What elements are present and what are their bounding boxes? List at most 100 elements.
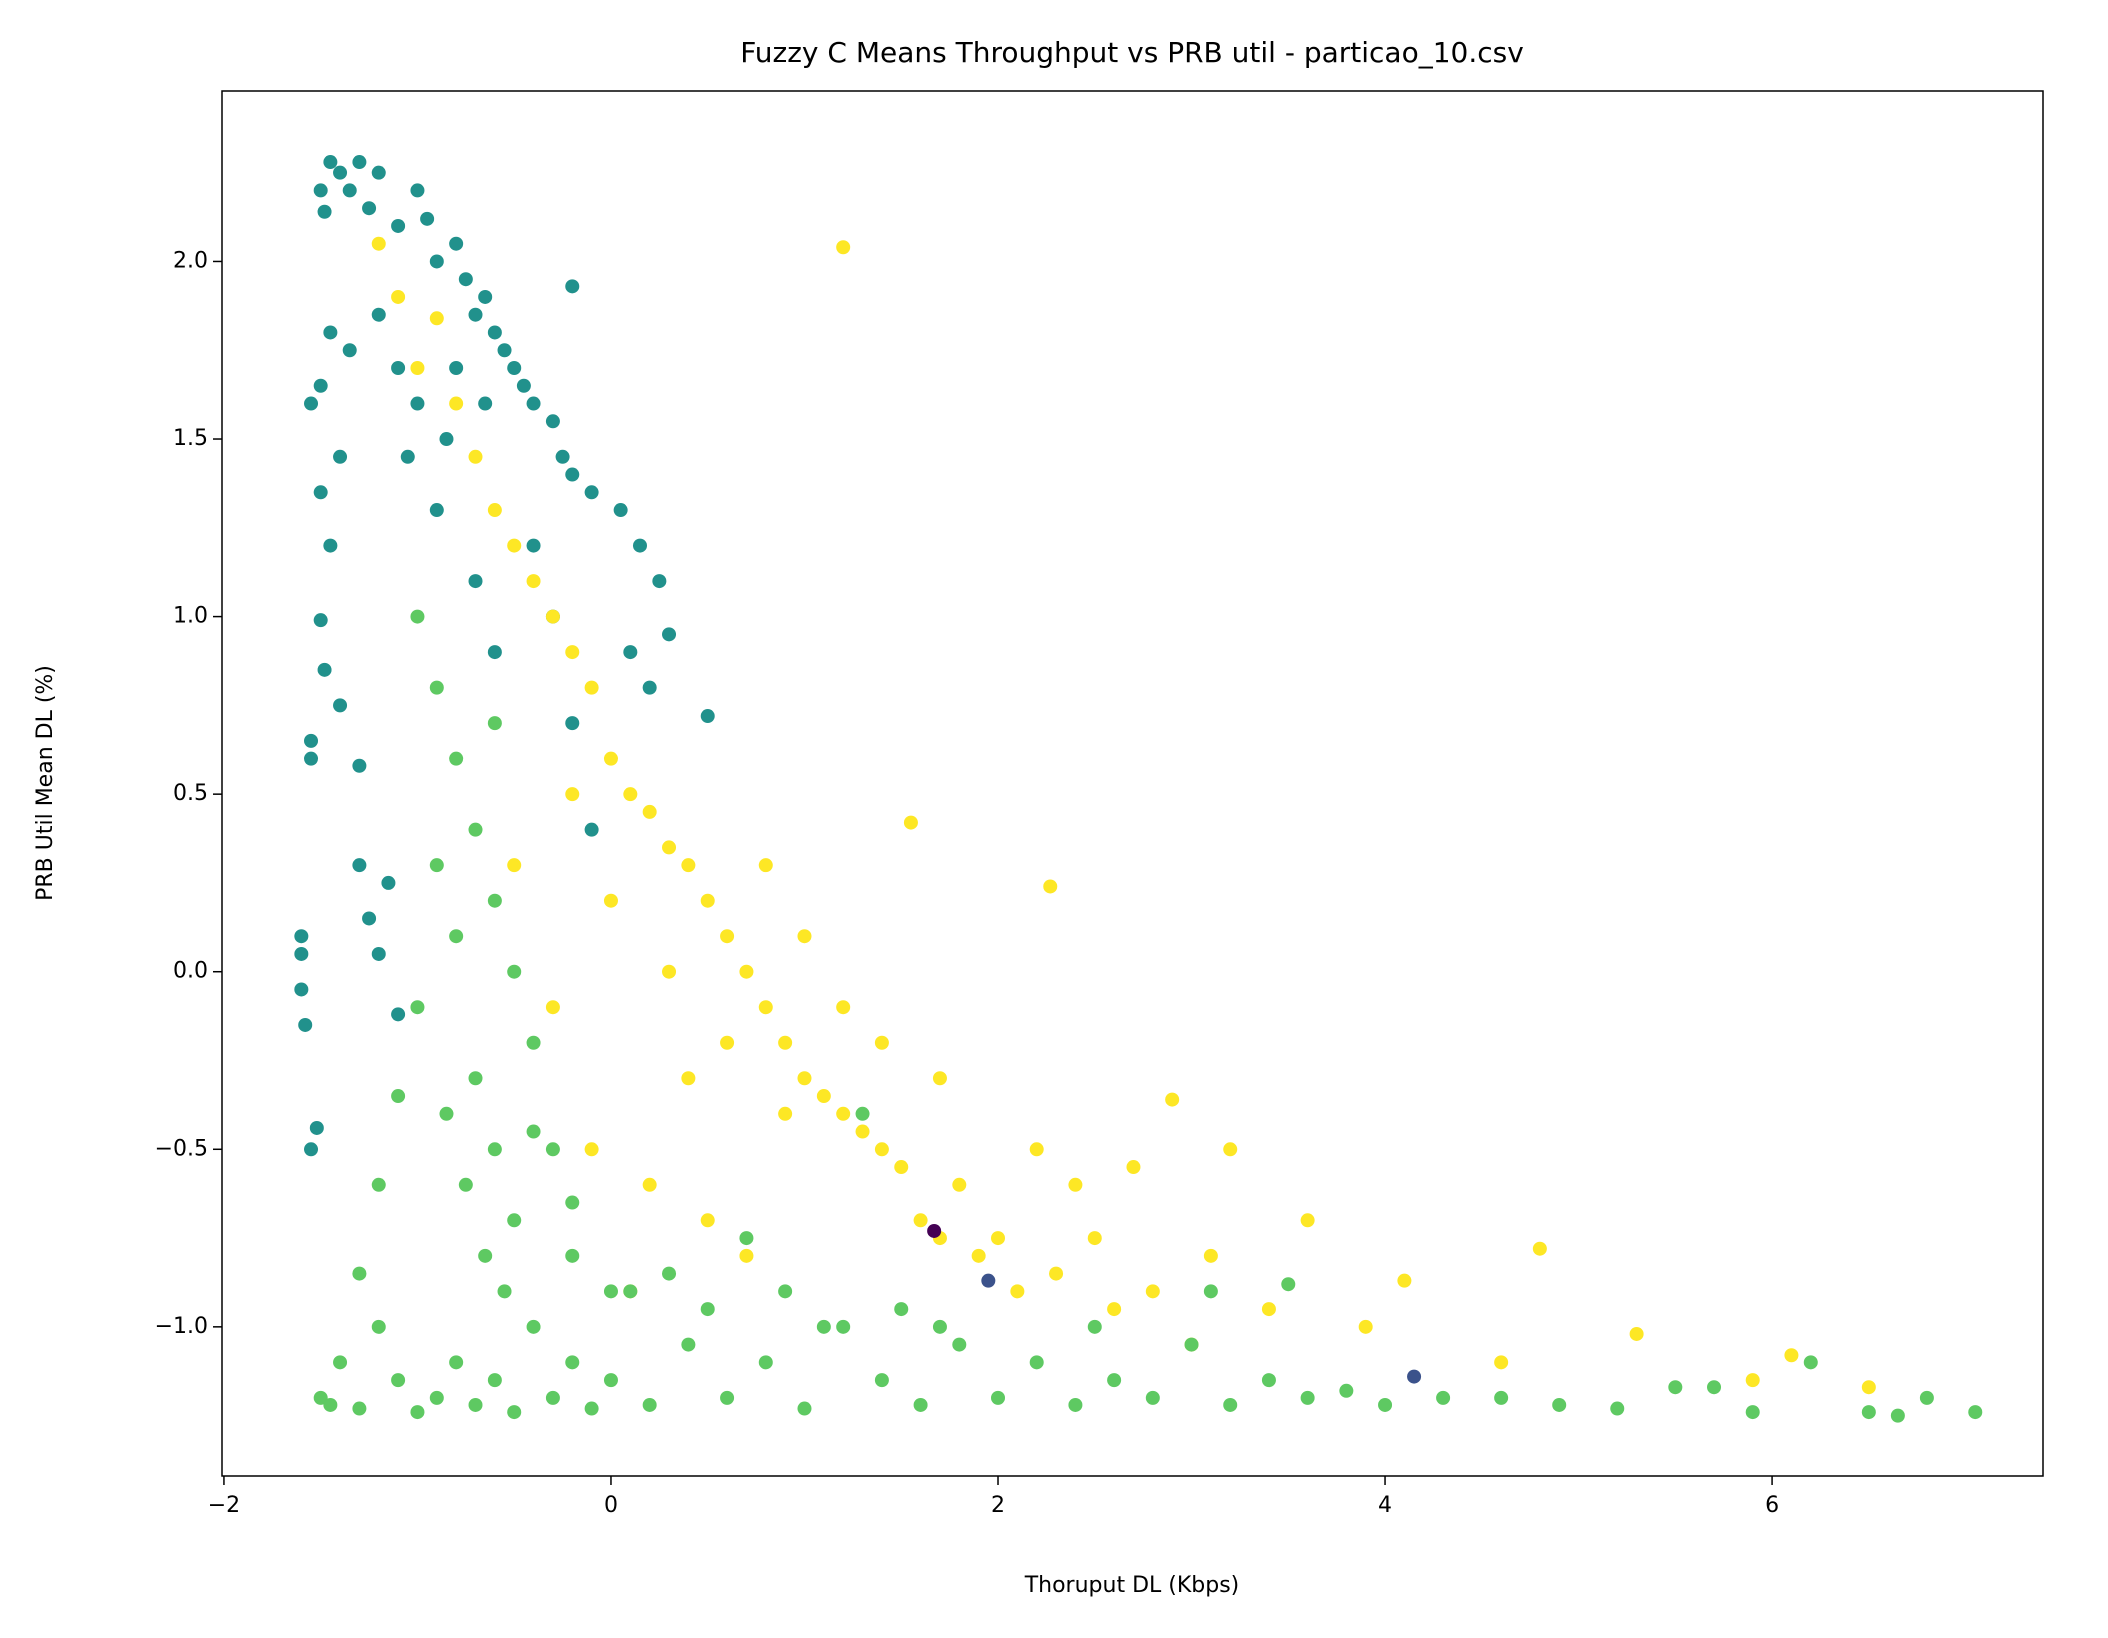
point (927, 1223, 942, 1238)
point (516, 378, 531, 393)
point (507, 964, 522, 979)
point (642, 680, 657, 695)
point (478, 1248, 493, 1263)
point (420, 211, 435, 226)
x-axis-label: Thoruput DL (Kbps) (1024, 1573, 1240, 1598)
point (1532, 1241, 1547, 1256)
point (342, 183, 357, 198)
point (313, 1390, 328, 1405)
point (565, 645, 580, 660)
point (991, 1390, 1006, 1405)
point (855, 1106, 870, 1121)
point (352, 858, 367, 873)
point (1145, 1390, 1160, 1405)
point (700, 893, 715, 908)
point (1281, 1277, 1296, 1292)
x-tick-label: −2 (208, 1493, 240, 1518)
point (507, 1405, 522, 1420)
point (584, 485, 599, 500)
point (913, 1397, 928, 1412)
point (333, 165, 348, 180)
point (603, 751, 618, 766)
point (487, 1373, 502, 1388)
point (1203, 1248, 1218, 1263)
point (317, 204, 332, 219)
point (323, 1397, 338, 1412)
point (468, 1397, 483, 1412)
point (1087, 1231, 1102, 1246)
point (758, 1000, 773, 1015)
point (410, 1000, 425, 1015)
point (487, 716, 502, 731)
point (352, 1266, 367, 1281)
point (317, 662, 332, 677)
point (400, 449, 415, 464)
point (584, 822, 599, 837)
point (565, 716, 580, 731)
point (487, 1142, 502, 1157)
point (526, 1319, 541, 1334)
point (323, 155, 338, 170)
point (371, 1319, 386, 1334)
point (309, 1120, 324, 1135)
point (836, 240, 851, 255)
plot-frame (221, 90, 2044, 1477)
point (1668, 1380, 1683, 1395)
point (565, 1355, 580, 1370)
point (487, 893, 502, 908)
point (507, 538, 522, 553)
point (623, 787, 638, 802)
point (836, 1106, 851, 1121)
point (555, 449, 570, 464)
point (1919, 1390, 1934, 1405)
point (545, 414, 560, 429)
point (352, 1401, 367, 1416)
point (497, 1284, 512, 1299)
point (507, 858, 522, 873)
y-tick-label: 2.0 (173, 248, 208, 273)
point (313, 613, 328, 628)
x-tick-label: 2 (991, 1493, 1005, 1518)
point (1436, 1390, 1451, 1405)
point (487, 503, 502, 518)
point (410, 609, 425, 624)
point (545, 1142, 560, 1157)
point (449, 929, 464, 944)
point (545, 1390, 560, 1405)
point (623, 645, 638, 660)
point (1358, 1319, 1373, 1334)
point (1861, 1380, 1876, 1395)
point (662, 1266, 677, 1281)
point (642, 804, 657, 819)
point (874, 1142, 889, 1157)
point (458, 272, 473, 287)
point (439, 1106, 454, 1121)
point (313, 485, 328, 500)
point (1397, 1273, 1412, 1288)
point (758, 1355, 773, 1370)
chart-title: Fuzzy C Means Throughput vs PRB util - p… (740, 36, 1524, 69)
point (478, 396, 493, 411)
point (1803, 1355, 1818, 1370)
point (371, 165, 386, 180)
point (1494, 1390, 1509, 1405)
point (681, 1337, 696, 1352)
point (1029, 1355, 1044, 1370)
point (932, 1071, 947, 1086)
point (1126, 1160, 1141, 1175)
y-tick-label: −0.5 (155, 1136, 208, 1161)
point (323, 538, 338, 553)
y-tick-label: 1.5 (173, 426, 208, 451)
point (1890, 1408, 1905, 1423)
point (507, 1213, 522, 1228)
point (894, 1160, 909, 1175)
point (429, 254, 444, 269)
point (1610, 1401, 1625, 1416)
point (487, 325, 502, 340)
point (1968, 1405, 1983, 1420)
point (371, 946, 386, 961)
point (1300, 1390, 1315, 1405)
y-tick-label: 1.0 (173, 604, 208, 629)
point (298, 1017, 313, 1032)
point (739, 1248, 754, 1263)
